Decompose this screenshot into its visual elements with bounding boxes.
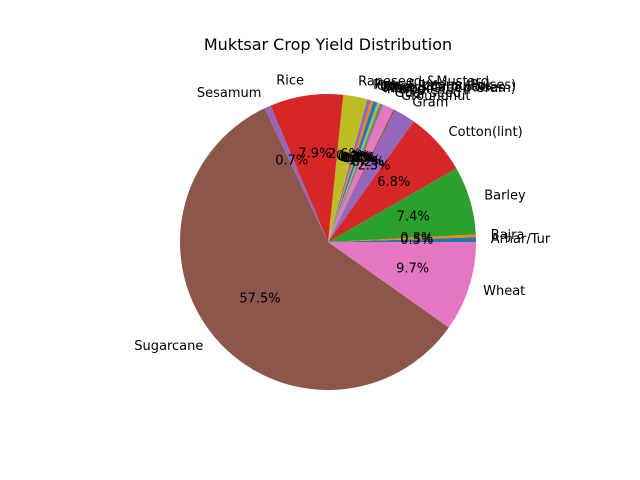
slice-label: Arhar/Tur	[491, 232, 551, 247]
pie-slice	[328, 101, 378, 242]
slice-label: Guar seed	[395, 86, 462, 101]
pie-slice	[328, 103, 384, 242]
slice-percent-label: 7.4%	[397, 209, 430, 224]
slice-percent-label: 9.7%	[396, 261, 429, 276]
pie-slice	[328, 102, 379, 243]
slice-label: Sesamum	[197, 86, 262, 101]
slice-label: Maize	[387, 83, 425, 98]
slice-percent-label: 2.6%	[328, 147, 361, 162]
pie-slice	[328, 242, 476, 328]
slice-percent-label: 0.4%	[344, 152, 377, 167]
slice-label: Peas & beans (Pulses)	[373, 78, 516, 93]
pie-slice	[328, 234, 476, 242]
pie-slice	[328, 94, 368, 242]
slice-percent-label: 0.3%	[400, 231, 433, 246]
pie-slice	[270, 94, 344, 242]
slice-percent-label: 0.7%	[275, 153, 308, 168]
slice-label: Rapeseed &Mustard	[358, 75, 489, 90]
chart-title: Muktsar Crop Yield Distribution	[204, 35, 452, 54]
slice-percent-label: 0.5%	[400, 233, 433, 248]
slice-label: Moong(Green Gram)	[383, 81, 516, 96]
slice-percent-label: 1.2%	[348, 153, 381, 168]
slice-percent-label: 0.2%	[342, 151, 375, 166]
slice-label: Wheat	[483, 284, 525, 299]
slice-percent-label: 0.2%	[351, 155, 384, 170]
pie-slice	[328, 121, 457, 242]
pie-slice	[328, 237, 476, 242]
pie-slice	[328, 104, 394, 242]
slice-percent-label: 6.8%	[377, 175, 410, 190]
slice-label: Barley	[484, 189, 526, 204]
slice-label: Masoor	[384, 82, 432, 97]
slice-percent-label: 57.5%	[239, 292, 280, 307]
pie-slice	[328, 99, 371, 243]
slice-percent-label: 0.4%	[340, 150, 373, 165]
pie-slice	[264, 105, 328, 242]
slice-label: Other Rabi pulses	[377, 79, 493, 94]
slice-percent-label: 7.9%	[298, 147, 331, 162]
pie-slice	[180, 108, 449, 391]
slice-label: Gram	[412, 95, 448, 110]
pie-slice	[328, 110, 414, 243]
pie-labels: Arhar/Tur 0.5% Bajra 0.3% Barley 7.4% Cotton(l…	[134, 73, 551, 354]
pie-slices	[180, 94, 476, 391]
slice-percent-label: 2.3%	[358, 159, 391, 174]
slice-label: Rice	[276, 73, 304, 88]
slice-label: Other Kharif pulses	[380, 80, 505, 95]
slice-percent-label: 0.1%	[341, 151, 374, 166]
slice-percent-label: 0.3%	[338, 150, 371, 165]
pie-slice	[328, 100, 374, 242]
slice-label: Sugarcane	[134, 339, 203, 354]
slice-label: Groundnut	[401, 89, 470, 104]
pie-slice	[328, 102, 380, 242]
slice-label: Bajra	[491, 228, 525, 243]
pie-slice	[328, 168, 476, 242]
slice-percent-label: 0.4%	[336, 149, 369, 164]
pie-slice	[328, 109, 396, 242]
slice-label: Cotton(lint)	[449, 125, 523, 140]
